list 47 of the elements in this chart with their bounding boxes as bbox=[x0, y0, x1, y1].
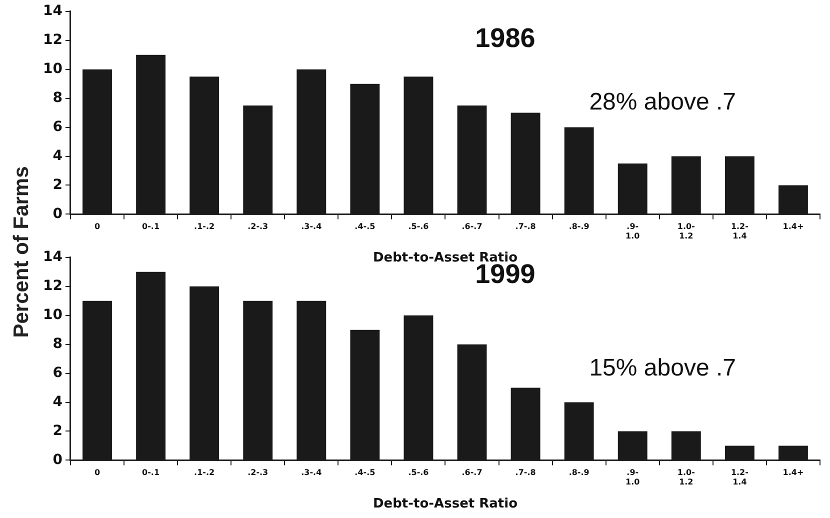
x-tick-label: 1.2- 1.4 bbox=[730, 222, 748, 241]
x-tick-label: 0 bbox=[94, 468, 100, 478]
y-tick-label: 14 bbox=[43, 3, 63, 20]
x-tick-label: .5-.6 bbox=[408, 222, 430, 232]
x-tick-label: .9- 1.0 bbox=[626, 468, 640, 487]
x-tick-label: .8-.9 bbox=[568, 222, 590, 232]
y-tick-label: 12 bbox=[43, 278, 62, 294]
y-tick-label: 10 bbox=[43, 306, 63, 323]
x-tick-label: .1-.2 bbox=[194, 468, 215, 478]
y-tick-label: 10 bbox=[43, 60, 63, 77]
y-tick-label: 6 bbox=[52, 364, 62, 381]
y-tick-label: 14 bbox=[43, 249, 63, 266]
x-tick-label: .5-.6 bbox=[408, 468, 430, 478]
x-tick-label: 1.0- 1.2 bbox=[677, 222, 695, 241]
x-tick-label: .8-.9 bbox=[568, 468, 590, 478]
x-tick-label: 0 bbox=[94, 222, 100, 232]
chart-title: 1986 bbox=[475, 22, 536, 53]
x-tick-label: 0-.1 bbox=[142, 222, 160, 232]
x-tick-label: .2-.3 bbox=[248, 468, 268, 478]
y-tick-label: 6 bbox=[52, 118, 62, 135]
x-tick-label: .6-.7 bbox=[462, 468, 482, 478]
x-tick-label: .1-.2 bbox=[194, 222, 215, 232]
annotation: 15% above .7 bbox=[589, 354, 736, 382]
x-tick-label: .3-.4 bbox=[301, 222, 322, 232]
x-tick-label: .6-.7 bbox=[462, 222, 482, 232]
x-tick-label: .3-.4 bbox=[301, 468, 322, 478]
x-tick-label: .4-.5 bbox=[354, 222, 376, 232]
x-tick-label: 0-.1 bbox=[142, 468, 160, 478]
y-tick-label: 4 bbox=[52, 148, 63, 164]
x-tick-label: .2-.3 bbox=[248, 222, 268, 232]
x-tick-label: 1.0- 1.2 bbox=[677, 468, 695, 487]
y-tick-label: 4 bbox=[52, 394, 63, 410]
x-tick-label: .9- 1.0 bbox=[626, 222, 640, 241]
x-tick-label: .7-.8 bbox=[515, 222, 536, 232]
annotation: 28% above .7 bbox=[589, 88, 736, 116]
x-axis-title: Debt-to-Asset Ratio bbox=[372, 496, 518, 512]
x-tick-label: .7-.8 bbox=[515, 468, 536, 478]
x-tick-label: 1.4+ bbox=[782, 468, 804, 478]
y-axis-title: Percent of Farms bbox=[10, 165, 34, 340]
y-tick-label: 2 bbox=[52, 176, 62, 193]
x-tick-label: 1.4+ bbox=[782, 222, 804, 232]
y-tick-label: 8 bbox=[52, 336, 62, 352]
x-tick-label: .4-.5 bbox=[354, 468, 376, 478]
y-tick-label: 8 bbox=[52, 90, 62, 106]
x-tick-label: 1.2- 1.4 bbox=[730, 468, 748, 487]
y-tick-label: 2 bbox=[52, 422, 62, 439]
y-tick-label: 12 bbox=[43, 32, 62, 48]
